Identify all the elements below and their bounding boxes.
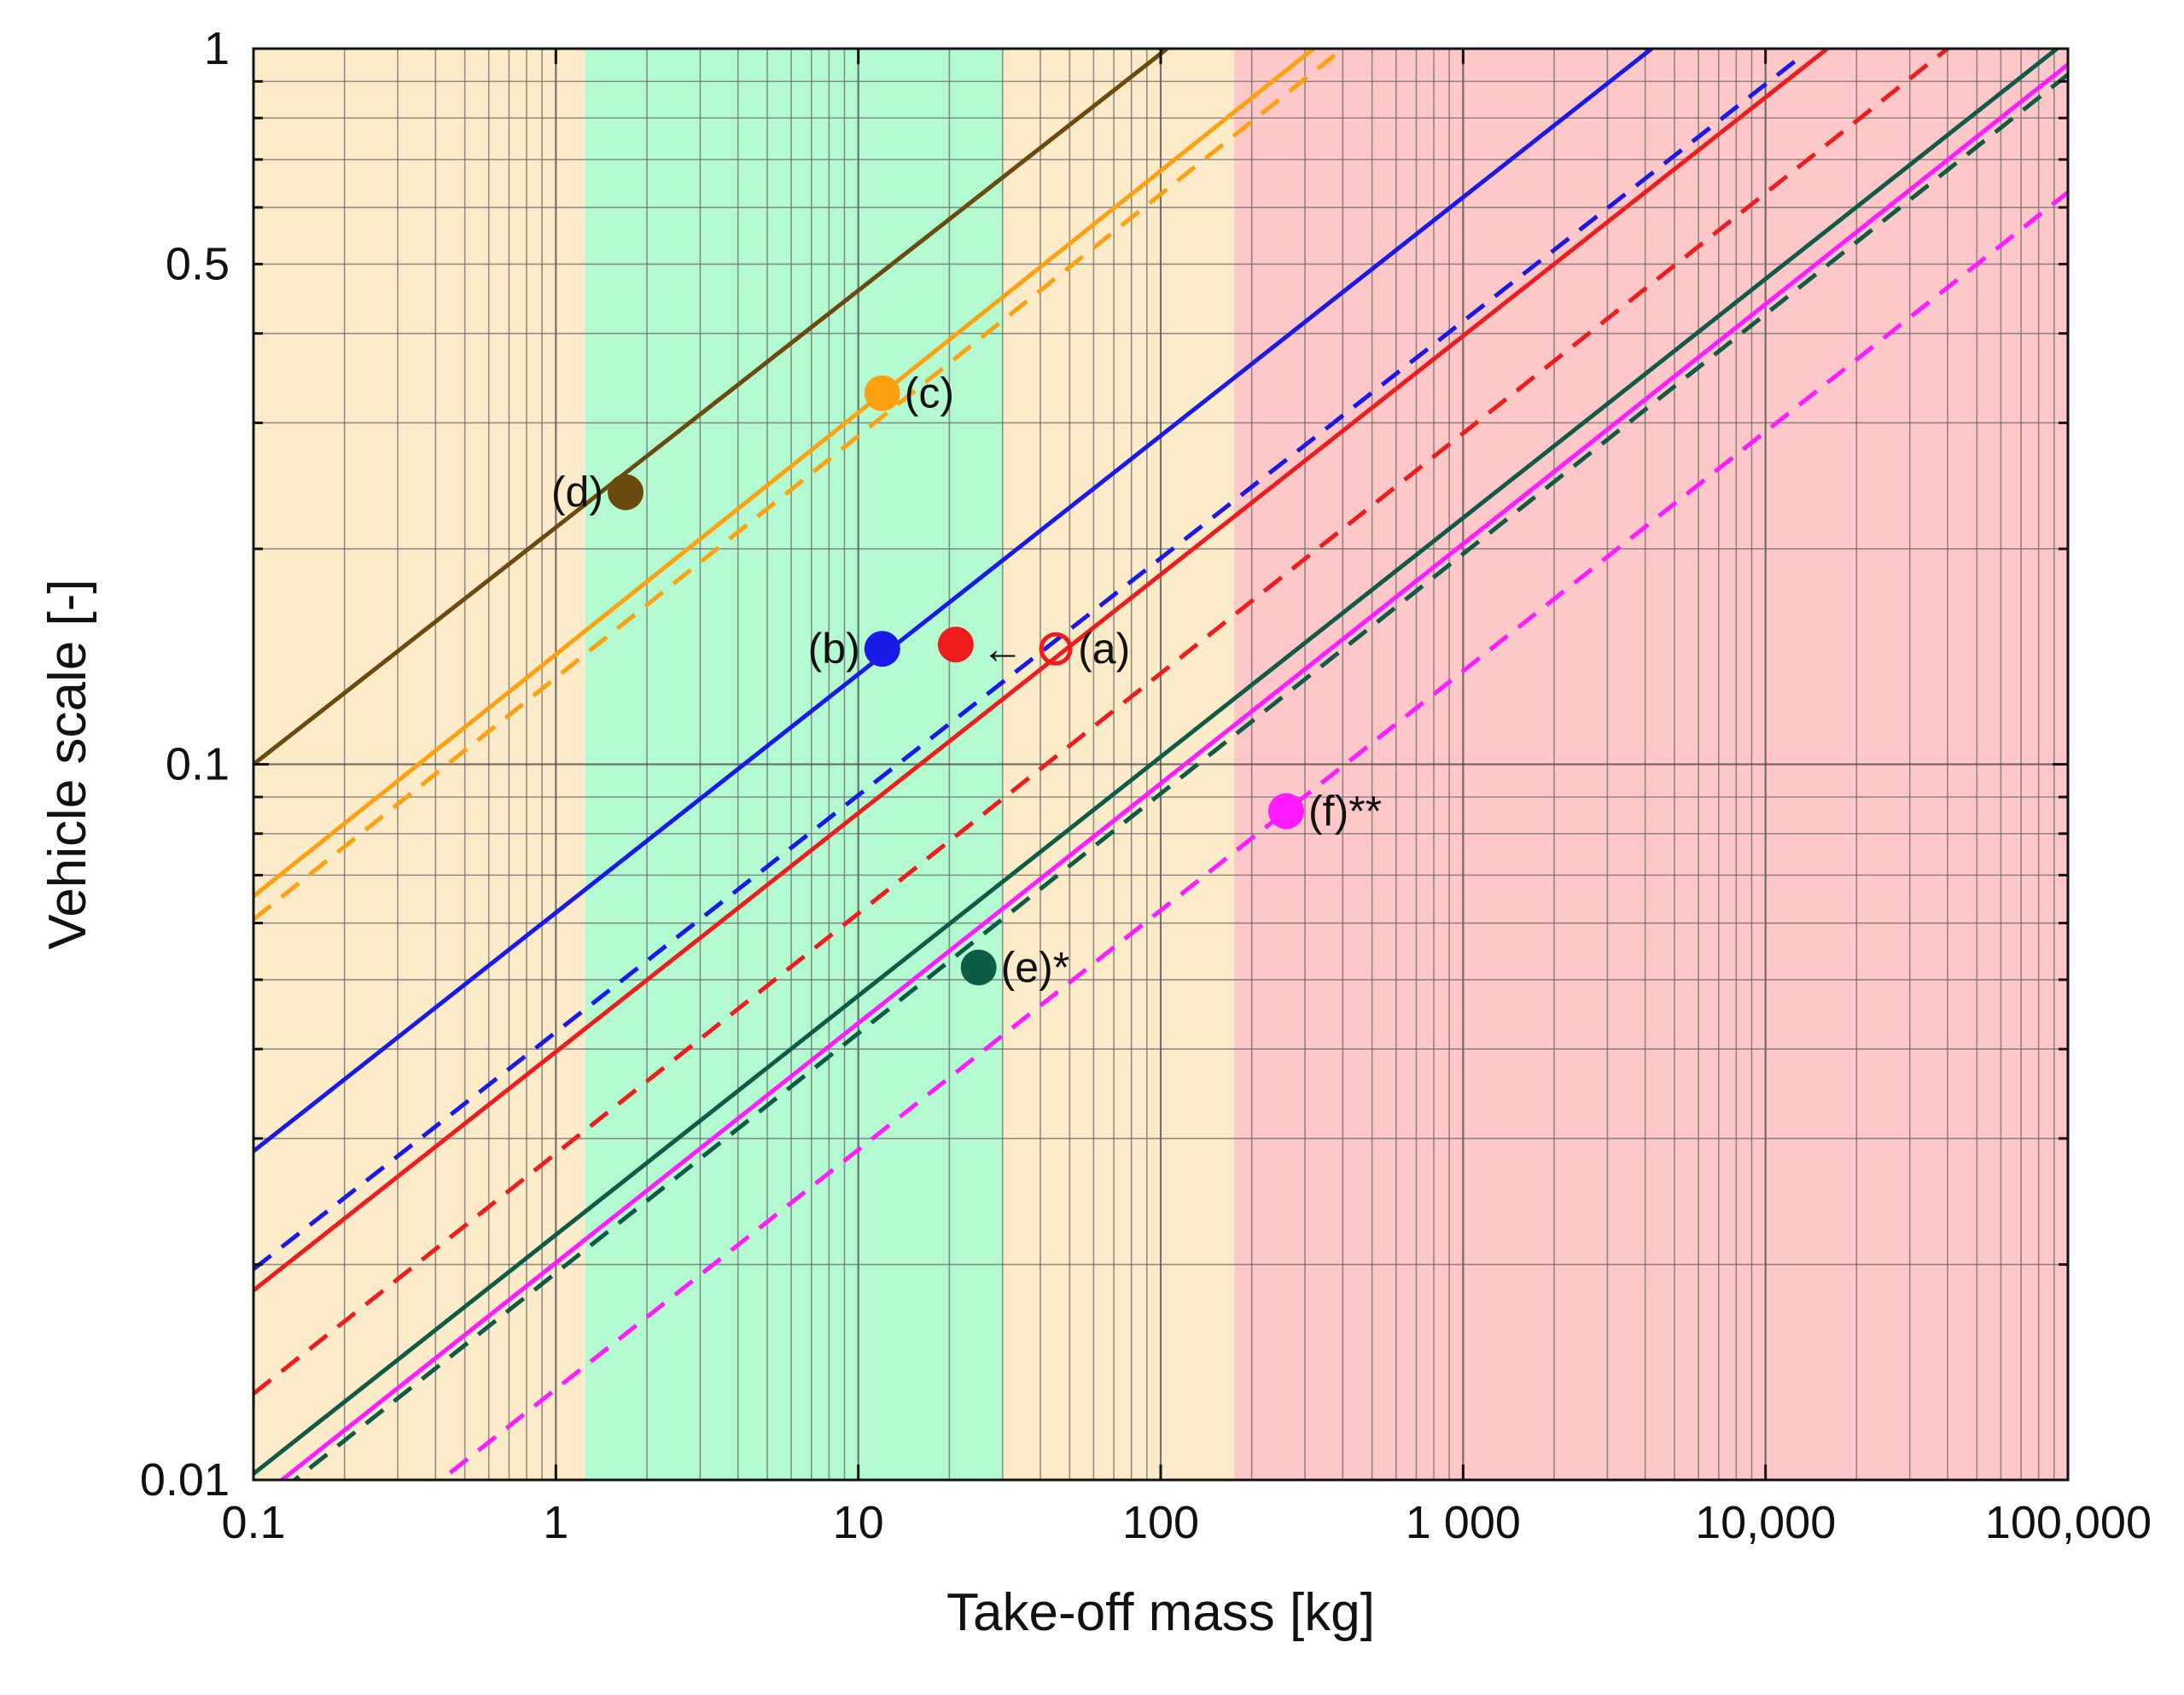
y-tick-label: 1 [204,23,230,74]
series-line-c-solid [253,49,1315,899]
series-line-b-dashed [253,59,1797,1272]
series-line-e-solid [253,49,2059,1476]
x-tick-label: 1 000 [1406,1497,1521,1548]
series-line-a-dashed [253,49,1949,1395]
x-tick-label: 10 [833,1497,884,1548]
series-line-f-solid [278,62,2068,1480]
x-tick-label: 10,000 [1695,1497,1836,1548]
data-point-open [1039,632,1073,666]
data-point [937,626,974,663]
x-tick-label: 1 [543,1497,568,1548]
data-point [864,375,900,411]
series-line-e-dashed [291,73,2068,1480]
data-point [960,949,997,986]
grid-lines [253,49,2068,1480]
series-line-c-dashed [253,49,1344,922]
point-label: (e)* [1001,944,1070,992]
point-label: (a) [1078,625,1130,673]
data-points: (a) (b) (c) (d) (e)* (f)** ← [551,370,1382,992]
y-axis-title: Vehicle scale [-] [38,579,97,949]
y-tick-label: 0.1 [166,739,230,790]
series-line-b-solid [253,49,1653,1153]
series-line-f-dashed [437,190,2068,1480]
data-point [607,474,644,510]
data-point [864,631,900,667]
plot-frame [252,47,2070,1482]
series-line-a-solid [253,49,1829,1292]
x-tick-label: 100,000 [1985,1497,2152,1548]
x-axis-title: Take-off mass [kg] [946,1583,1375,1642]
point-label: (c) [905,370,954,417]
series-lines [253,49,2068,1480]
y-tick-label: 0.5 [166,238,230,289]
point-label: (b) [808,625,860,673]
series-line-d-solid [253,49,1169,766]
arrow-annotation: ← [981,625,1024,673]
point-label: (f)** [1308,787,1382,835]
data-point [1268,793,1305,830]
y-tick-label: 0.01 [140,1454,230,1506]
x-tick-label: 100 [1122,1497,1199,1548]
x-tick-label: 0.1 [221,1497,285,1548]
point-label: (d) [551,469,603,516]
axis-labels: 0.1 1 10 100 1 000 10,000 100,0000.010.10.51Ta… [38,23,2152,1642]
